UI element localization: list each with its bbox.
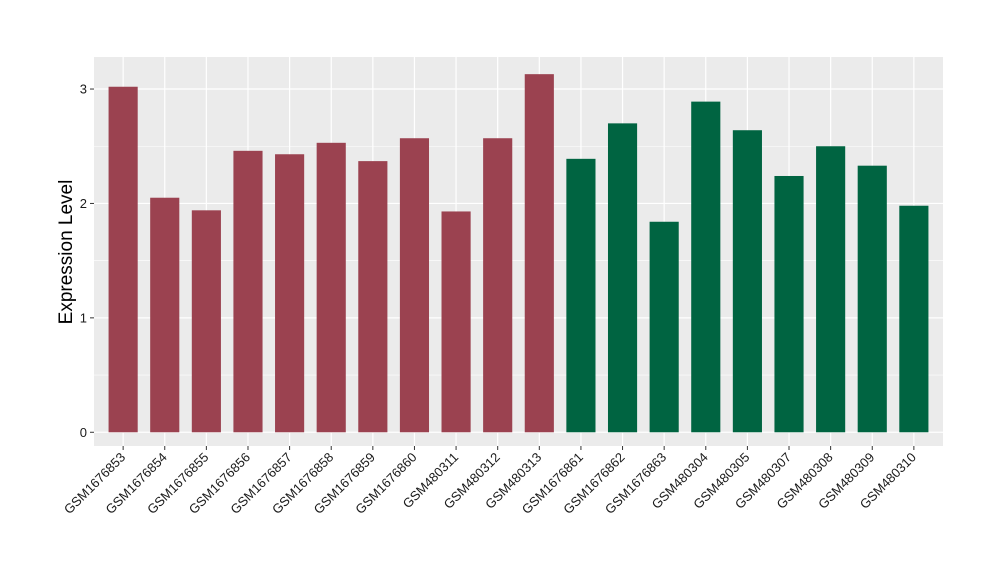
bar-GSM1676859 xyxy=(358,161,388,433)
bar-GSM480305 xyxy=(732,130,762,433)
plot-panel xyxy=(94,57,943,446)
bar-GSM480311 xyxy=(441,211,471,433)
bar-GSM480309 xyxy=(857,165,887,433)
y-axis-title: Expression Level xyxy=(56,180,77,325)
bar-GSM480313 xyxy=(524,74,554,433)
bar-GSM1676854 xyxy=(150,197,180,433)
bars xyxy=(108,74,929,433)
y-tick-label: 2 xyxy=(80,196,87,211)
bar-GSM1676863 xyxy=(649,221,679,433)
y-tick-label: 3 xyxy=(80,82,87,97)
bar-GSM480307 xyxy=(774,175,804,433)
bar-GSM1676861 xyxy=(566,158,596,433)
bar-GSM480310 xyxy=(899,205,929,433)
bar-GSM1676853 xyxy=(108,86,138,433)
bar-GSM1676860 xyxy=(399,138,430,433)
y-tick-label: 1 xyxy=(80,310,87,325)
bar-GSM1676856 xyxy=(233,150,263,433)
bar-GSM1676862 xyxy=(607,123,638,433)
bar-GSM480304 xyxy=(691,101,721,433)
y-tick-label: 0 xyxy=(80,425,87,440)
bar-GSM480312 xyxy=(483,138,513,433)
bar-GSM480308 xyxy=(816,146,846,433)
y-axis: 0 1 2 3 xyxy=(80,82,94,440)
bar-GSM1676855 xyxy=(191,210,221,433)
bar-GSM1676857 xyxy=(275,154,305,433)
x-axis: GSM1676853GSM1676854GSM1676855GSM1676856… xyxy=(61,446,919,517)
bar-GSM1676858 xyxy=(316,142,346,433)
